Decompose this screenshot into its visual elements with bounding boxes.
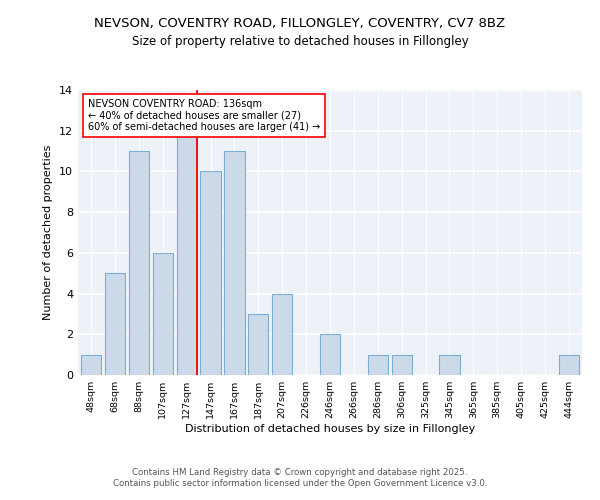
Bar <box>392 354 412 375</box>
Bar <box>272 294 292 375</box>
Bar <box>224 151 245 375</box>
Bar <box>152 253 173 375</box>
Text: Size of property relative to detached houses in Fillongley: Size of property relative to detached ho… <box>131 35 469 48</box>
Bar <box>439 354 460 375</box>
Bar <box>105 273 125 375</box>
Bar <box>81 354 101 375</box>
Y-axis label: Number of detached properties: Number of detached properties <box>43 145 53 320</box>
Bar <box>320 334 340 375</box>
Text: Contains HM Land Registry data © Crown copyright and database right 2025.
Contai: Contains HM Land Registry data © Crown c… <box>113 468 487 487</box>
Bar <box>248 314 268 375</box>
Text: NEVSON COVENTRY ROAD: 136sqm
← 40% of detached houses are smaller (27)
60% of se: NEVSON COVENTRY ROAD: 136sqm ← 40% of de… <box>88 98 320 132</box>
Bar <box>200 172 221 375</box>
Bar <box>129 151 149 375</box>
Bar <box>368 354 388 375</box>
Text: NEVSON, COVENTRY ROAD, FILLONGLEY, COVENTRY, CV7 8BZ: NEVSON, COVENTRY ROAD, FILLONGLEY, COVEN… <box>94 18 506 30</box>
Bar <box>176 130 197 375</box>
X-axis label: Distribution of detached houses by size in Fillongley: Distribution of detached houses by size … <box>185 424 475 434</box>
Bar <box>559 354 579 375</box>
